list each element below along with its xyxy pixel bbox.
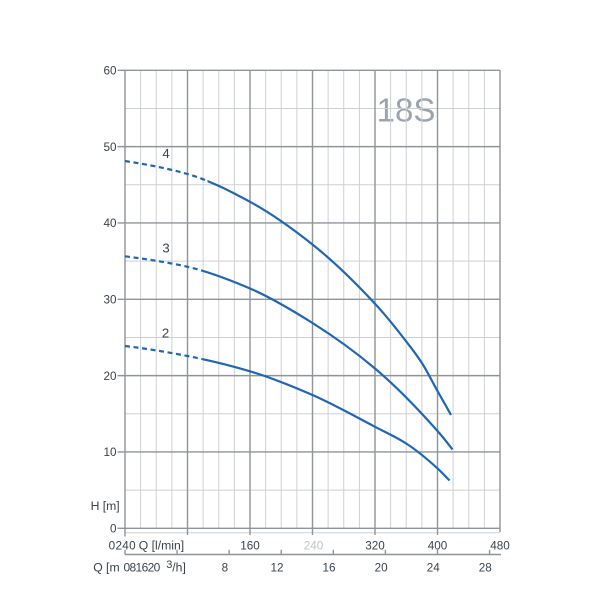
svg-text:480: 480	[490, 540, 510, 553]
svg-text:H [m]: H [m]	[91, 499, 120, 513]
svg-text:24: 24	[427, 561, 441, 574]
svg-text:3: 3	[162, 241, 169, 256]
svg-text:16: 16	[322, 561, 335, 574]
svg-text:20: 20	[103, 370, 117, 383]
svg-text:/h]: /h]	[172, 560, 186, 574]
svg-text:28: 28	[479, 561, 492, 574]
svg-text:10: 10	[103, 446, 117, 459]
svg-text:12: 12	[270, 561, 283, 574]
svg-text:Q [m: Q [m	[93, 560, 119, 574]
svg-text:2: 2	[162, 326, 169, 341]
svg-text:30: 30	[103, 294, 117, 307]
svg-text:40: 40	[103, 217, 117, 230]
svg-text:50: 50	[103, 141, 117, 154]
svg-text:0: 0	[110, 523, 117, 536]
svg-text:Q [l/min]: Q [l/min]	[139, 539, 184, 553]
svg-text:3: 3	[166, 559, 172, 571]
svg-text:240: 240	[304, 540, 324, 553]
svg-text:60: 60	[103, 65, 117, 78]
svg-text:20: 20	[375, 561, 389, 574]
svg-text:320: 320	[365, 540, 385, 553]
svg-text:8: 8	[222, 561, 229, 574]
svg-text:0240: 0240	[109, 540, 137, 553]
svg-text:4: 4	[162, 146, 169, 161]
svg-text:081620: 081620	[124, 560, 161, 574]
svg-text:160: 160	[240, 540, 260, 553]
svg-text:400: 400	[428, 540, 448, 553]
